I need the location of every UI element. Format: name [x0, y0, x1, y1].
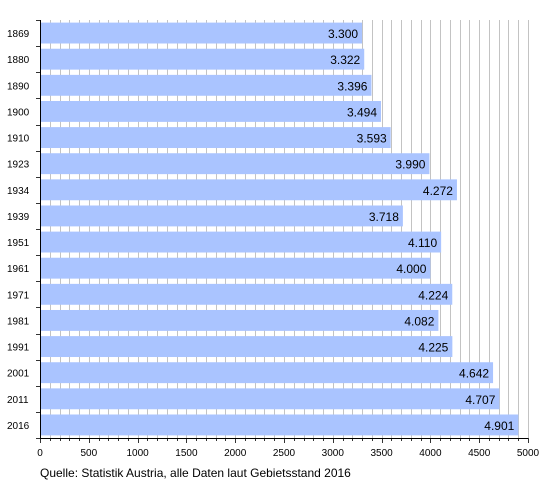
x-tick-label: 1000	[126, 448, 149, 459]
category-label: 1890	[7, 81, 30, 92]
x-tick-label: 4500	[468, 448, 491, 459]
category-label: 1951	[7, 238, 30, 249]
x-tick-label: 500	[80, 448, 97, 459]
bar	[40, 100, 382, 122]
x-tick-label: 3000	[322, 448, 345, 459]
category-label: 1981	[7, 316, 30, 327]
category-label: 1869	[7, 29, 30, 40]
category-label: 1939	[7, 212, 30, 223]
x-tick-label: 2000	[224, 448, 247, 459]
value-label: 3.494	[347, 105, 377, 119]
value-label: 4.000	[396, 262, 426, 276]
bar	[40, 205, 403, 227]
x-tick-label: 0	[37, 448, 43, 459]
category-label: 2011	[7, 395, 29, 406]
value-label: 4.110	[408, 236, 437, 250]
bar	[40, 231, 442, 253]
x-tick-label: 3500	[370, 448, 393, 459]
value-label: 4.707	[465, 393, 495, 407]
value-label: 3.300	[328, 27, 358, 41]
x-tick-label: 2500	[273, 448, 296, 459]
bar	[40, 127, 391, 149]
category-label: 1971	[7, 290, 30, 301]
bar	[40, 74, 372, 96]
source-note: Quelle: Statistik Austria, alle Daten la…	[40, 466, 351, 480]
category-label: 2016	[7, 421, 30, 432]
value-label: 4.225	[418, 341, 448, 355]
x-tick-label: 5000	[517, 448, 540, 459]
value-label: 3.990	[395, 158, 425, 172]
bar	[40, 22, 363, 44]
bar	[40, 179, 457, 201]
value-label: 3.396	[337, 79, 367, 93]
bar	[40, 309, 439, 331]
value-label: 4.642	[459, 367, 489, 381]
bar	[40, 283, 453, 305]
category-label: 1923	[7, 160, 30, 171]
bar	[40, 153, 430, 175]
value-label: 3.322	[330, 53, 360, 67]
category-label: 1910	[7, 134, 30, 145]
bar	[40, 257, 431, 279]
value-label: 3.718	[369, 210, 399, 224]
category-label: 2001	[7, 369, 30, 380]
category-label: 1900	[7, 107, 30, 118]
bar	[40, 414, 519, 436]
axes: 1869 1880 1890 1900 1910 1923 1934 1939 1951 1961…	[7, 20, 540, 459]
bar	[40, 48, 365, 70]
value-label: 4.082	[404, 314, 434, 328]
value-label: 4.224	[418, 288, 448, 302]
category-label: 1961	[7, 264, 30, 275]
value-label: 4.901	[484, 419, 514, 433]
category-label: 1880	[7, 55, 30, 66]
bar	[40, 336, 453, 358]
value-label: 4.272	[423, 184, 453, 198]
value-label: 3.593	[357, 132, 387, 146]
bar	[40, 388, 500, 410]
bars: 3.300 3.322 3.396 3.494 3.593 3.990 4.272 3.718…	[40, 22, 519, 436]
bar	[40, 362, 494, 384]
category-label: 1991	[7, 343, 30, 354]
x-tick-label: 4000	[419, 448, 442, 459]
x-tick-label: 1500	[175, 448, 198, 459]
category-label: 1934	[7, 186, 30, 197]
